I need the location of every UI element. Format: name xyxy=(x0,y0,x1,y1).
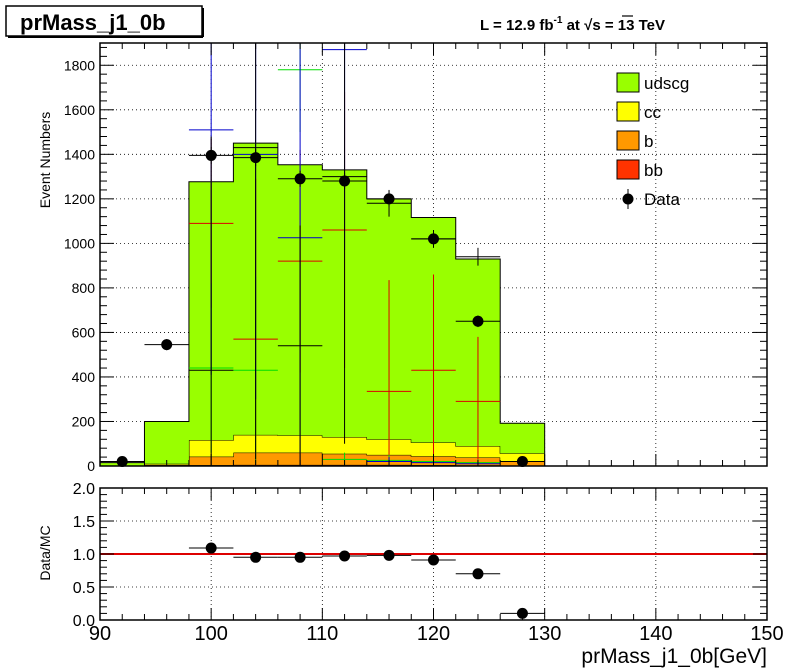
x-tick-label: 150 xyxy=(750,623,783,645)
x-tick-label: 110 xyxy=(306,623,338,645)
y-tick-label: 1400 xyxy=(64,146,95,162)
x-axis-label: prMass_j1_0b[GeV] xyxy=(581,645,767,668)
legend-item-b: b xyxy=(616,130,653,151)
y-tick-label: 1200 xyxy=(64,191,95,207)
svg-text:udscg: udscg xyxy=(644,74,689,93)
y-tick-label: 1000 xyxy=(64,235,95,251)
ratio-point xyxy=(366,549,412,561)
ratio-y-tick-label: 0.0 xyxy=(73,613,95,630)
ratio-points xyxy=(188,542,545,619)
ratio-point xyxy=(455,568,501,580)
data-points xyxy=(100,146,545,468)
x-tick-label: 140 xyxy=(639,623,672,645)
svg-text:Data: Data xyxy=(644,190,680,209)
ratio-point xyxy=(233,551,278,563)
y-tick-label: 0 xyxy=(87,458,95,474)
x-tick-label: 100 xyxy=(194,623,227,645)
ratio-point xyxy=(500,607,545,619)
main-panel: 0 200 400 600 800 1000 1200 1400 1600 1800 Event … xyxy=(37,42,768,474)
data-point xyxy=(366,191,412,207)
lumi-exponent: -1 xyxy=(554,15,563,26)
legend-item-Data: Data xyxy=(622,189,680,209)
ratio-panel: 0.0 0.5 1.0 1.5 2.0 90 100 110 120 130 140 150 Dat… xyxy=(37,481,784,668)
data-point xyxy=(411,231,456,247)
data-point xyxy=(188,146,234,164)
y-tick-label: 1800 xyxy=(64,57,95,73)
y-tick-label: 1600 xyxy=(64,102,95,118)
x-tick-labels: 90 100 110 120 130 140 150 xyxy=(89,623,784,645)
data-point xyxy=(322,173,367,190)
ratio-y-tick-label: 1.0 xyxy=(73,547,95,564)
y-tick-label: 800 xyxy=(72,280,96,296)
ratio-y-tick-label: 1.5 xyxy=(73,514,95,531)
mc-point-bb xyxy=(455,247,501,266)
mc-point-udscg xyxy=(455,336,501,466)
main-y-tick-labels: 0 200 400 600 800 1000 1200 1400 1600 1800 xyxy=(64,57,95,474)
svg-text:cc: cc xyxy=(644,103,662,122)
chart-title: prMass_j1_0b xyxy=(20,10,166,35)
x-tick-label: 90 xyxy=(89,623,111,645)
data-point xyxy=(455,315,501,328)
main-y-axis-label: Event Numbers xyxy=(37,112,53,208)
data-point xyxy=(277,170,323,187)
mc-point-bb xyxy=(277,225,323,466)
ratio-y-tick-label: 0.5 xyxy=(73,580,95,597)
x-tick-label: 120 xyxy=(417,623,450,645)
y-tick-label: 200 xyxy=(72,413,96,429)
ratio-y-axis-label: Data/MC xyxy=(37,525,53,580)
data-point xyxy=(233,149,278,167)
legend-item-udscg: udscg xyxy=(616,72,689,93)
mc-point-bb xyxy=(188,136,234,466)
ratio-point xyxy=(411,554,456,566)
x-tick-label: 130 xyxy=(528,623,561,645)
ratio-point xyxy=(277,551,323,563)
mc-point-udscg xyxy=(366,280,412,466)
mc-point-bb xyxy=(233,43,278,460)
ratio-point xyxy=(188,542,234,554)
main-axis-ticks xyxy=(99,43,768,467)
lumi-middle: at xyxy=(562,17,584,34)
y-tick-label: 400 xyxy=(72,369,96,385)
legend-item-cc: cc xyxy=(616,101,662,122)
ratio-y-tick-label: 2.0 xyxy=(73,481,95,498)
ratio-y-tick-labels: 0.0 0.5 1.0 1.5 2.0 xyxy=(73,481,95,630)
ratio-point xyxy=(322,550,367,562)
y-tick-label: 600 xyxy=(72,324,96,340)
svg-text:bb: bb xyxy=(644,161,663,180)
energy-label: s = 13 TeV xyxy=(592,17,665,34)
legend-item-bb: bb xyxy=(616,159,663,180)
data-point xyxy=(144,339,189,351)
mc-point-udscg xyxy=(411,274,456,466)
lumi-prefix: L = 12.9 fb xyxy=(480,17,554,34)
ratio-axis-ticks xyxy=(99,487,768,621)
sqrt-symbol: √ xyxy=(584,17,593,34)
svg-text:b: b xyxy=(644,132,653,151)
title-box: prMass_j1_0b xyxy=(5,5,204,38)
lumi-label: L = 12.9 fb-1 at √s = 13 TeV xyxy=(480,15,665,34)
